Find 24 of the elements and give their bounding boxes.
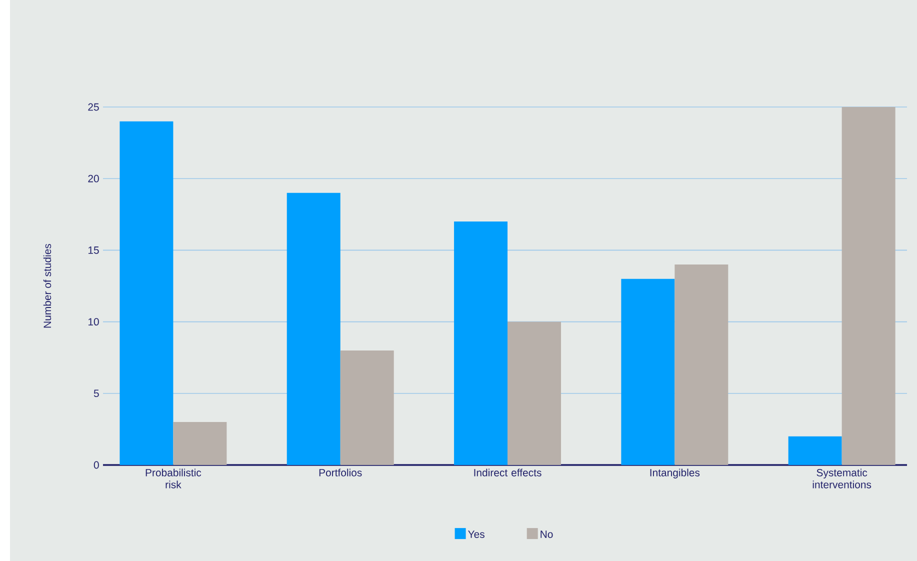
y-axis-title: Number of studies: [43, 244, 52, 328]
bar: [286, 192, 340, 465]
bar: [173, 422, 227, 465]
legend-label: No: [540, 530, 553, 538]
bar: [788, 436, 842, 465]
x-tick-label: Portfolios: [319, 468, 362, 476]
bar: [454, 222, 508, 465]
bar: [508, 322, 562, 465]
y-tick-label: 5: [94, 390, 99, 398]
y-tick-label: 25: [88, 103, 99, 111]
y-tick-label: 10: [88, 318, 99, 326]
bar: [842, 106, 896, 465]
y-tick-label: 15: [88, 246, 99, 254]
bar: [120, 121, 174, 465]
x-tick-label: Intangibles: [650, 468, 700, 478]
bar: [674, 264, 728, 465]
x-tick-label: Indirect effects: [474, 468, 542, 476]
bar: [340, 350, 394, 465]
y-tick-label: 20: [88, 174, 99, 182]
x-tick-label: Systematic interventions: [812, 468, 872, 488]
x-tick-label: Probabilistic risk: [146, 468, 202, 488]
legend-label: Yes: [468, 530, 484, 538]
bar: [621, 278, 675, 465]
y-tick-label: 0: [94, 461, 99, 469]
